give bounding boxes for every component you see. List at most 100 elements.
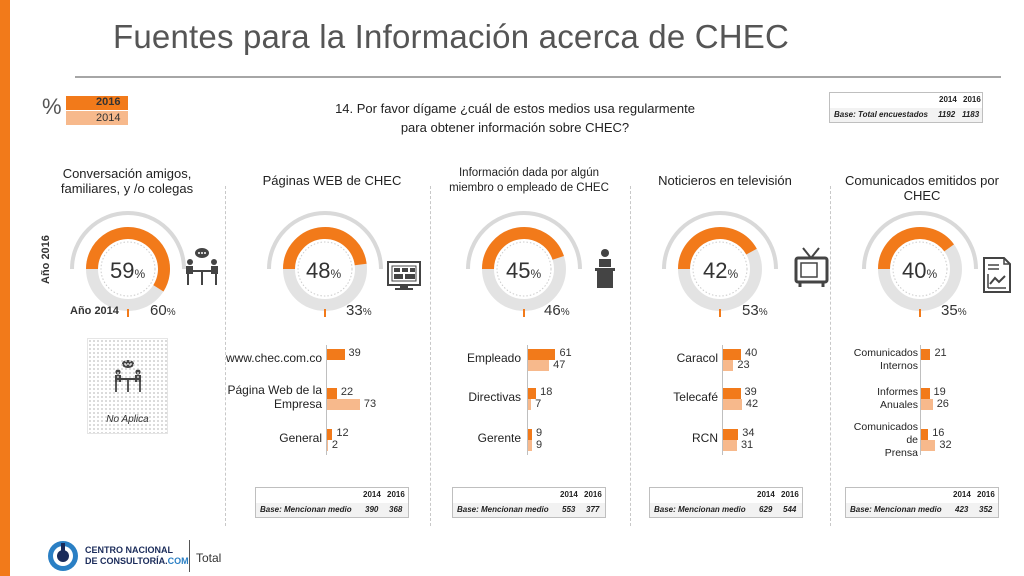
bar-value-2014-noticieros-2: 31	[740, 439, 754, 451]
base-value-2014-informacion-empleado: 553	[562, 505, 576, 514]
gauge-value-2016-informacion-empleado: 45%	[506, 258, 542, 283]
gauge-value-2016-comunicados: 40%	[902, 258, 938, 283]
gauge-value-2016-paginas-web: 48%	[306, 258, 342, 283]
bar-value-2016-paginas-web-1: 22	[340, 386, 354, 398]
gauge-center-comunicados	[892, 241, 948, 297]
base-table-informacion-empleado: 2014 2016 Base: Mencionan medio 553 377	[452, 487, 606, 518]
base-year-2014-informacion-empleado: 2014	[560, 490, 578, 499]
bar-value-2014-noticieros-0: 23	[737, 359, 750, 371]
gauge-outer-arc-paginas-web	[267, 211, 383, 270]
panel-divider-2	[430, 186, 431, 526]
bar-value-2014-informacion-empleado-0: 47	[553, 359, 566, 371]
base-label-paginas-web: Base: Mencionan medio	[260, 505, 352, 514]
base-label-noticieros: Base: Mencionan medio	[654, 505, 746, 514]
base-total-year-2014: 2014	[939, 95, 957, 104]
document-chart-icon	[983, 257, 1011, 293]
bar-2016-paginas-web-2	[327, 429, 333, 440]
gauge-center-paginas-web	[297, 241, 353, 297]
bar-axis-noticieros	[722, 345, 723, 455]
panel-title-informacion-empleado: Información dada por algún miembro o emp…	[449, 167, 609, 194]
bar-value-2014-informacion-empleado-1: 7	[535, 398, 542, 410]
bar-2016-informacion-empleado-1	[528, 388, 537, 399]
base-table-comunicados: 2014 2016 Base: Mencionan medio 423 352	[845, 487, 999, 518]
gauge-outer-arc-noticieros	[662, 211, 778, 270]
title-divider	[75, 76, 1001, 78]
gauge-value-2014-informacion-empleado: 46%	[544, 302, 570, 319]
cnc-logo-line2: DE CONSULTORÍA.COM	[85, 556, 189, 566]
gauge-arc-2016-paginas-web	[283, 227, 367, 270]
gauge-value-2016-conversacion: 59%	[110, 258, 146, 283]
base-year-2014-noticieros: 2014	[757, 490, 775, 499]
side-accent-bar	[0, 0, 10, 576]
bar-2014-noticieros-1	[723, 399, 742, 410]
bar-axis-comunicados	[920, 345, 921, 455]
bar-2016-noticieros-0	[723, 349, 741, 360]
base-band-noticieros	[650, 503, 802, 517]
gauge-arc-2016-conversacion	[86, 227, 170, 292]
bar-2016-comunicados-0	[921, 349, 931, 360]
no-aplica-box	[87, 338, 168, 434]
year-2014-label: Año 2014	[70, 305, 119, 317]
meeting-icon	[186, 248, 218, 285]
bar-2014-comunicados-2	[921, 440, 936, 451]
panel-title-comunicados: Comunicados emitidos por CHEC	[845, 173, 999, 203]
bar-2014-paginas-web-2	[327, 440, 328, 451]
bar-2014-paginas-web-1	[327, 399, 360, 410]
bar-value-2016-paginas-web-0: 39	[348, 347, 361, 359]
bar-value-2014-informacion-empleado-2: 9	[536, 439, 543, 451]
gauge-value-2014-comunicados: 35%	[941, 302, 967, 319]
bar-category-informacion-empleado-2: Gerente	[477, 431, 521, 445]
base-total-table: 2014 2016 Base: Total encuestados 1192 1…	[829, 92, 983, 123]
bar-2016-noticieros-1	[723, 388, 741, 399]
gauge-value-2014-paginas-web: 33%	[346, 302, 372, 319]
base-total-value-2016: 1183	[962, 110, 980, 119]
base-total-band	[830, 108, 982, 122]
base-total-value-2014: 1192	[938, 110, 956, 119]
legend-percent-symbol: %	[42, 94, 62, 119]
panel-title-conversacion: Conversación amigos, familiares, y /o co…	[60, 166, 194, 196]
base-label-informacion-empleado: Base: Mencionan medio	[457, 505, 549, 514]
bar-category-paginas-web-1: Página Web de la Empresa	[227, 383, 322, 411]
bar-value-2016-comunicados-1: 19	[933, 386, 946, 398]
monitor-icon	[387, 261, 421, 290]
bar-2014-informacion-empleado-2	[528, 440, 533, 451]
panel-title-paginas-web: Páginas WEB de CHEC	[262, 173, 402, 188]
gauge-outer-arc-comunicados	[862, 211, 978, 270]
bar-category-noticieros-2: RCN	[692, 431, 718, 445]
base-table-noticieros: 2014 2016 Base: Mencionan medio 629 544	[649, 487, 803, 518]
gauge-center-noticieros	[692, 241, 748, 297]
gauge-value-2014-conversacion: 60%	[150, 302, 176, 319]
panel-divider-3	[630, 186, 631, 526]
gauge-value-2016-noticieros: 42%	[703, 258, 739, 283]
gauge-arc-2016-informacion-empleado	[482, 227, 564, 270]
page-title: Fuentes para la Información acerca de CH…	[113, 18, 790, 55]
gauge-center-conversacion	[100, 241, 156, 297]
base-year-2014-comunicados: 2014	[953, 490, 971, 499]
bar-2016-paginas-web-0	[327, 349, 345, 360]
bar-value-2016-noticieros-2: 34	[742, 427, 755, 439]
bar-axis-informacion-empleado	[527, 345, 528, 455]
bar-category-noticieros-1: Telecafé	[673, 390, 718, 404]
bar-value-2016-paginas-web-2: 12	[336, 427, 349, 439]
bar-category-informacion-empleado-1: Directivas	[468, 390, 521, 404]
bar-2016-comunicados-2	[921, 429, 929, 440]
legend-label-previous: 2014	[96, 112, 121, 124]
bar-category-paginas-web-0: www.chec.com.co	[225, 351, 322, 365]
bar-2014-noticieros-2	[723, 440, 737, 451]
base-band-paginas-web	[256, 503, 408, 517]
base-band-informacion-empleado	[453, 503, 605, 517]
base-label-comunicados: Base: Mencionan medio	[850, 505, 942, 514]
bar-category-noticieros-0: Caracol	[676, 351, 718, 365]
bar-value-2016-comunicados-2: 16	[932, 427, 945, 439]
base-year-2016-noticieros: 2016	[781, 490, 799, 499]
tv-icon	[794, 247, 829, 287]
base-band-comunicados	[846, 503, 998, 517]
panel-divider-4	[830, 186, 831, 526]
gauge-group	[70, 211, 978, 317]
bar-value-2016-comunicados-0: 21	[934, 347, 947, 359]
bar-value-2016-noticieros-1: 39	[744, 386, 757, 398]
bar-value-2016-informacion-empleado-1: 18	[540, 386, 553, 398]
bar-value-2016-informacion-empleado-2: 9	[536, 427, 543, 439]
cnc-logo-text: CENTRO NACIONAL DE CONSULTORÍA.COM	[85, 545, 189, 567]
panel-divider-1	[225, 186, 226, 526]
